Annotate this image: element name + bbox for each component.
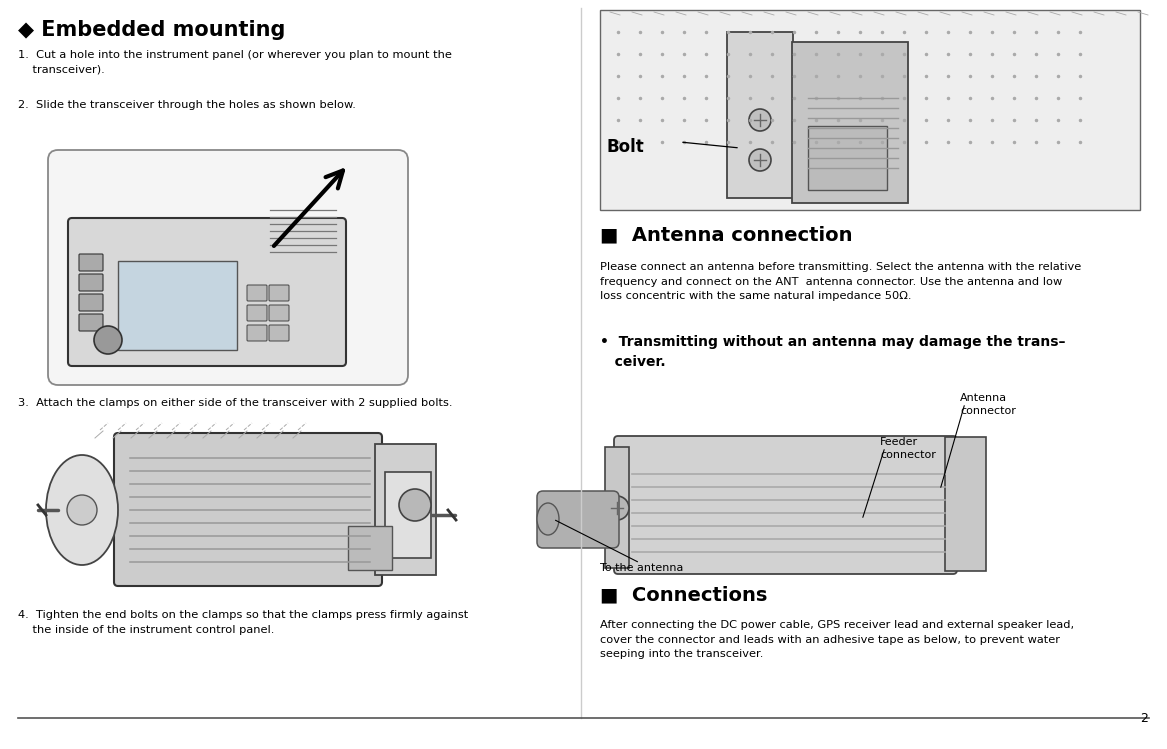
Text: •  Transmitting without an antenna may damage the trans–
   ceiver.: • Transmitting without an antenna may da…	[600, 335, 1065, 369]
Text: ■  Connections: ■ Connections	[600, 585, 768, 604]
Text: After connecting the DC power cable, GPS receiver lead and external speaker lead: After connecting the DC power cable, GPS…	[600, 620, 1074, 659]
FancyBboxPatch shape	[945, 437, 986, 571]
Text: Please connect an antenna before transmitting. Select the antenna with the relat: Please connect an antenna before transmi…	[600, 262, 1082, 301]
Text: Feeder
connector: Feeder connector	[880, 437, 936, 460]
Text: 1.  Cut a hole into the instrument panel (or wherever you plan to mount the
    : 1. Cut a hole into the instrument panel …	[18, 50, 452, 75]
Text: 3.  Attach the clamps on either side of the transceiver with 2 supplied bolts.: 3. Attach the clamps on either side of t…	[18, 398, 453, 408]
Ellipse shape	[537, 503, 559, 535]
Text: Bolt: Bolt	[607, 138, 644, 156]
FancyBboxPatch shape	[792, 42, 908, 203]
FancyBboxPatch shape	[727, 32, 794, 198]
FancyBboxPatch shape	[247, 285, 267, 301]
Text: Antenna
connector: Antenna connector	[960, 393, 1016, 416]
FancyBboxPatch shape	[808, 126, 887, 190]
Ellipse shape	[95, 326, 123, 354]
FancyBboxPatch shape	[375, 444, 436, 575]
FancyBboxPatch shape	[79, 314, 103, 331]
Ellipse shape	[605, 496, 629, 520]
FancyBboxPatch shape	[118, 261, 237, 350]
FancyBboxPatch shape	[247, 325, 267, 341]
FancyBboxPatch shape	[48, 150, 408, 385]
FancyBboxPatch shape	[68, 218, 345, 366]
Text: To the antenna: To the antenna	[600, 563, 684, 573]
Text: 2: 2	[1140, 712, 1148, 725]
FancyBboxPatch shape	[270, 305, 289, 321]
FancyBboxPatch shape	[79, 274, 103, 291]
FancyBboxPatch shape	[385, 472, 431, 558]
FancyBboxPatch shape	[600, 10, 1140, 210]
Ellipse shape	[399, 489, 431, 521]
FancyBboxPatch shape	[79, 294, 103, 311]
FancyBboxPatch shape	[537, 491, 619, 548]
FancyBboxPatch shape	[247, 305, 267, 321]
Ellipse shape	[67, 495, 97, 525]
FancyBboxPatch shape	[270, 325, 289, 341]
Ellipse shape	[749, 109, 771, 131]
Text: ◆ Embedded mounting: ◆ Embedded mounting	[18, 20, 286, 40]
FancyBboxPatch shape	[348, 526, 392, 570]
Text: 2.  Slide the transceiver through the holes as shown below.: 2. Slide the transceiver through the hol…	[18, 100, 356, 110]
FancyBboxPatch shape	[614, 436, 957, 574]
FancyBboxPatch shape	[79, 254, 103, 271]
Text: ■  Antenna connection: ■ Antenna connection	[600, 225, 853, 244]
Ellipse shape	[46, 455, 118, 565]
Text: 4.  Tighten the end bolts on the clamps so that the clamps press firmly against
: 4. Tighten the end bolts on the clamps s…	[18, 610, 468, 635]
Ellipse shape	[749, 149, 771, 171]
FancyBboxPatch shape	[114, 433, 382, 586]
FancyBboxPatch shape	[605, 447, 629, 568]
FancyBboxPatch shape	[270, 285, 289, 301]
